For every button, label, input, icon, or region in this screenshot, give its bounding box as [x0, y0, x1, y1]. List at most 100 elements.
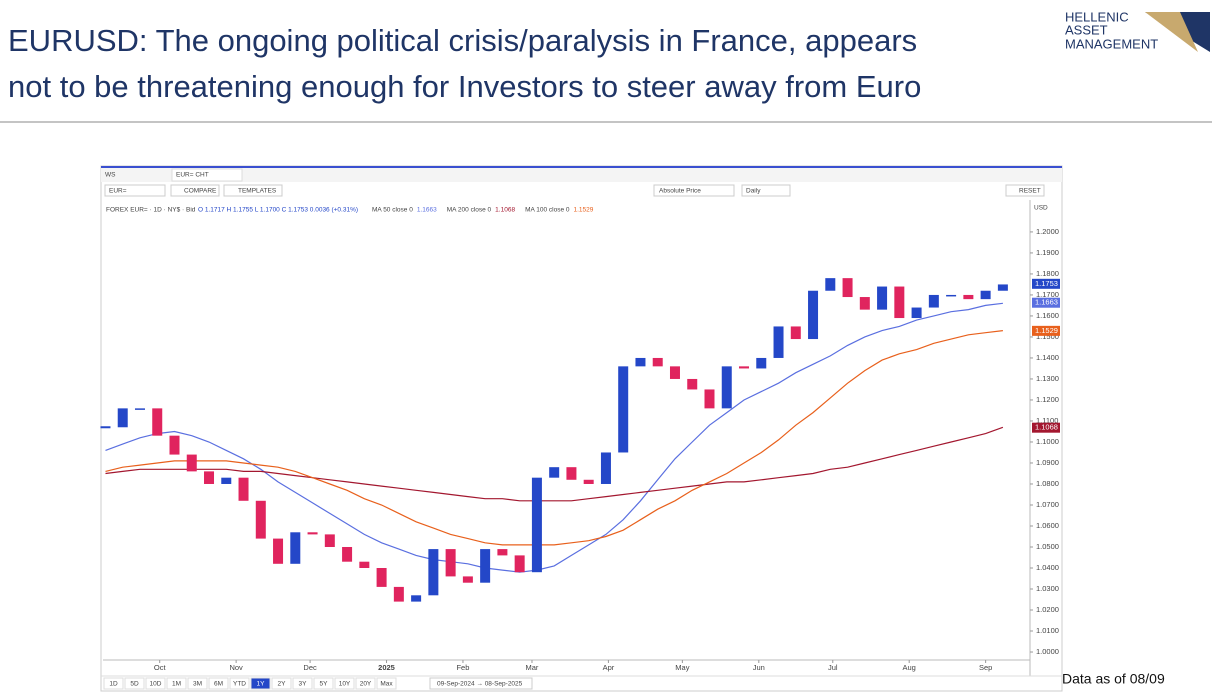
- date-range-box[interactable]: [429, 677, 533, 690]
- range-button[interactable]: [355, 677, 376, 690]
- range-button[interactable]: [103, 677, 124, 690]
- candle: [739, 366, 750, 369]
- legend-name: MA 50 close 0: [372, 207, 413, 214]
- candle: [204, 471, 215, 484]
- candle: [911, 307, 922, 319]
- range-button[interactable]: [145, 677, 166, 690]
- y-tick-label: 1.0500: [1036, 542, 1059, 551]
- candle: [980, 290, 991, 300]
- x-tick-label: Aug: [903, 663, 916, 672]
- range-label[interactable]: 10Y: [339, 681, 351, 688]
- tab[interactable]: [171, 168, 243, 182]
- legend-name: MA 100 close 0: [525, 207, 570, 214]
- range-label[interactable]: 6M: [214, 681, 223, 688]
- interval[interactable]: Daily: [746, 188, 761, 195]
- candle: [393, 586, 404, 602]
- x-tick-label: May: [675, 663, 689, 672]
- candle: [825, 278, 836, 291]
- logo-text: HELLENIC: [1065, 9, 1129, 24]
- candle: [428, 549, 439, 596]
- x-tick-label: Oct: [154, 663, 167, 672]
- symbol[interactable]: EUR=: [109, 188, 127, 195]
- range-label[interactable]: 5Y: [320, 681, 329, 688]
- frame-top: [101, 166, 1062, 168]
- range-button[interactable]: [292, 677, 313, 690]
- y-tick-label: 1.1300: [1036, 374, 1059, 383]
- candle: [946, 294, 957, 297]
- candle: [117, 408, 128, 428]
- workspace[interactable]: WS: [105, 172, 116, 179]
- candle: [790, 326, 801, 340]
- compare-label[interactable]: COMPARE: [184, 188, 217, 195]
- range-label[interactable]: YTD: [233, 681, 246, 688]
- y-tick-label: 1.1400: [1036, 353, 1059, 362]
- y-tick-label: 1.1600: [1036, 311, 1059, 320]
- reset-label[interactable]: RESET: [1019, 188, 1041, 195]
- range-button[interactable]: [376, 677, 397, 690]
- price-mode[interactable]: Absolute Price: [659, 188, 701, 195]
- range-label[interactable]: 20Y: [360, 681, 372, 688]
- title-line: EURUSD: The ongoing political crisis/par…: [8, 23, 917, 58]
- note: Data as of 08/09: [1062, 671, 1165, 687]
- candle: [894, 286, 905, 319]
- range-label[interactable]: Max: [380, 681, 393, 688]
- candle: [238, 477, 249, 501]
- y-tick-label: 1.0900: [1036, 458, 1059, 467]
- range-label[interactable]: 10D: [150, 681, 162, 688]
- y-tick-label: 1.1800: [1036, 269, 1059, 278]
- range-label[interactable]: 3M: [193, 681, 202, 688]
- interval-select[interactable]: [741, 184, 791, 197]
- candle: [566, 467, 577, 480]
- candle: [652, 357, 663, 367]
- templates-label[interactable]: TEMPLATES: [238, 188, 277, 195]
- candle: [169, 435, 180, 455]
- legend-instrument: FOREX EUR= · 1D · NY$ · Bid: [106, 207, 196, 214]
- tab-bar: [101, 168, 1062, 182]
- range-label[interactable]: 1M: [172, 681, 181, 688]
- range-button[interactable]: [124, 677, 145, 690]
- legend-value: 1.1068: [495, 207, 515, 214]
- range-label[interactable]: 5D: [130, 681, 139, 688]
- tab-label[interactable]: EUR= CHT: [176, 172, 209, 179]
- templates-button[interactable]: [223, 184, 283, 197]
- range-button[interactable]: [250, 677, 271, 690]
- reset-button[interactable]: [1005, 184, 1045, 197]
- candle: [359, 561, 370, 568]
- range-label[interactable]: 1Y: [257, 681, 266, 688]
- range-button[interactable]: [313, 677, 334, 690]
- compare-button[interactable]: [170, 184, 220, 197]
- range-button[interactable]: [334, 677, 355, 690]
- candle: [324, 534, 335, 547]
- range-label[interactable]: 2Y: [278, 681, 287, 688]
- range-label[interactable]: 1D: [109, 681, 118, 688]
- y-tick-label: 1.1100: [1036, 416, 1058, 425]
- y-tick-label: 1.0600: [1036, 521, 1059, 530]
- range-button[interactable]: [271, 677, 292, 690]
- y-tick-label: 1.1500: [1036, 332, 1059, 341]
- x-tick-label: Dec: [303, 663, 317, 672]
- candle: [549, 467, 560, 478]
- legend-name: MA 200 close 0: [447, 207, 492, 214]
- candle: [290, 532, 301, 564]
- candle: [773, 326, 784, 358]
- range-button[interactable]: [208, 677, 229, 690]
- candle: [307, 532, 318, 535]
- range-button[interactable]: [187, 677, 208, 690]
- candle: [255, 500, 266, 539]
- range-button[interactable]: [229, 677, 250, 690]
- y-tick-label: 1.0700: [1036, 500, 1059, 509]
- price-mode-select[interactable]: [653, 184, 735, 197]
- range-label[interactable]: 3Y: [299, 681, 308, 688]
- range-button[interactable]: [166, 677, 187, 690]
- candle: [583, 479, 594, 484]
- chart-frame: [100, 165, 1063, 692]
- date-range[interactable]: 09-Sep-2024 → 08-Sep-2025: [437, 681, 523, 688]
- candle: [997, 284, 1008, 291]
- y-tick-label: 1.0800: [1036, 479, 1059, 488]
- symbol-box[interactable]: [104, 184, 166, 197]
- candle: [877, 286, 888, 310]
- title-line: not to be threatening enough for Investo…: [8, 69, 921, 104]
- price-tag-label: 1.1663: [1035, 298, 1058, 307]
- candle: [928, 294, 939, 308]
- candle: [963, 294, 974, 300]
